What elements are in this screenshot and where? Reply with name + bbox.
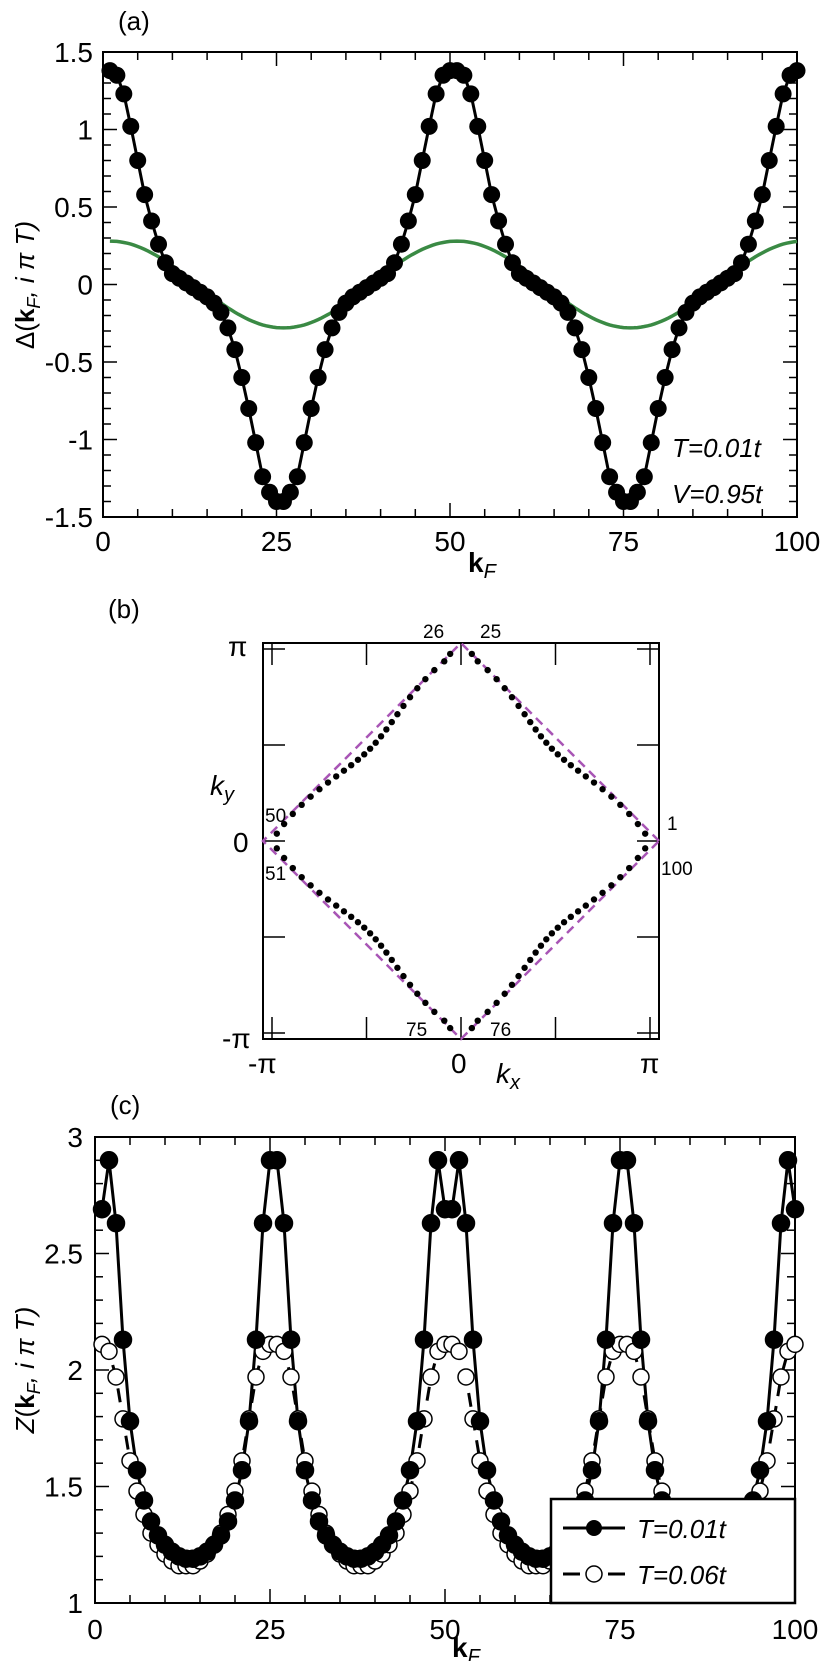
panel-c-tick-labels: 0 25 50 75 100 1 1.5 2 2.5 3: [44, 1122, 818, 1645]
legend-filled-circle-icon: [586, 1520, 602, 1536]
svg-text:75: 75: [604, 1614, 635, 1645]
panel-a-tick-labels: 0 25 50 75 100 -1.5 -1 -0.5 0 0.5 1 1.5: [45, 37, 821, 557]
svg-text:3: 3: [67, 1122, 83, 1153]
svg-text:25: 25: [480, 622, 501, 643]
panel-b-ytick-neg-pi: -π: [222, 1023, 251, 1054]
svg-text:25: 25: [261, 526, 292, 557]
svg-text:50: 50: [434, 526, 465, 557]
panel-c-x-axis-label: kF: [452, 1632, 482, 1661]
panel-b-xtick-zero: 0: [451, 1048, 467, 1079]
panel-b-xtick-pi: π: [640, 1048, 659, 1079]
svg-text:1: 1: [67, 1588, 83, 1619]
panel-a-x-axis-label: kF: [468, 547, 498, 583]
svg-text:-0.5: -0.5: [45, 347, 93, 378]
svg-text:1.5: 1.5: [54, 37, 93, 68]
panel-b-point-labels: 26 25 50 51 1 100 75 76: [265, 622, 693, 1041]
panel-b-x-axis-label: kx: [496, 1058, 521, 1094]
svg-text:0.5: 0.5: [54, 192, 93, 223]
svg-text:100: 100: [774, 526, 821, 557]
panel-b-xtick-neg-pi: -π: [248, 1048, 277, 1079]
svg-text:-1: -1: [68, 425, 93, 456]
legend-entry-t006: T=0.06t: [637, 1560, 728, 1590]
svg-text:0: 0: [77, 270, 93, 301]
svg-text:76: 76: [490, 1020, 511, 1041]
svg-text:51: 51: [265, 864, 286, 885]
svg-text:26: 26: [423, 622, 444, 643]
panel-b-axes-frame: [262, 642, 660, 1040]
annotation-coupling: V=0.95t: [672, 479, 764, 509]
legend-open-circle-icon: [585, 1565, 603, 1583]
panel-a-label: (a): [118, 6, 150, 36]
svg-text:75: 75: [406, 1020, 427, 1041]
svg-text:-1.5: -1.5: [45, 502, 93, 533]
panel-b-ticks: [263, 643, 659, 1039]
panel-a-y-axis-label: Δ(kF, i π T): [10, 221, 44, 349]
svg-text:75: 75: [608, 526, 639, 557]
panel-b-label: (b): [108, 594, 140, 624]
legend-entry-t001: T=0.01t: [637, 1514, 728, 1544]
panel-b-fermi-points: [273, 650, 649, 1032]
panel-b-ytick-pi: π: [228, 631, 247, 662]
svg-text:2: 2: [67, 1355, 83, 1386]
svg-text:2.5: 2.5: [44, 1239, 83, 1270]
svg-text:0: 0: [95, 526, 111, 557]
svg-text:100: 100: [661, 859, 693, 880]
panel-c-label: (c): [110, 1090, 140, 1120]
svg-text:100: 100: [772, 1614, 819, 1645]
svg-text:1.5: 1.5: [44, 1472, 83, 1503]
panel-a-data-markers: [101, 62, 806, 510]
panel-c-legend: T=0.01t T=0.06t: [549, 1497, 797, 1605]
panel-b-y-axis-label: ky: [210, 770, 235, 806]
panel-b-ytick-zero: 0: [233, 827, 249, 858]
svg-text:0: 0: [87, 1614, 103, 1645]
svg-text:50: 50: [429, 1614, 460, 1645]
panel-c-y-axis-label: Z(kF, i π T): [10, 1307, 44, 1435]
annotation-temperature: T=0.01t: [672, 433, 763, 463]
svg-text:1: 1: [77, 115, 93, 146]
panel-b-fermi-surface-chart: (b) 26 25 50 51 1 100 75 76 π 0 -π -π 0 …: [108, 594, 693, 1094]
svg-text:1: 1: [667, 814, 678, 835]
panel-a-gap-function-chart: (a) 0 25 50 75 100 -1.5 -1 -0.5 0 0.5 1 1.5 T=0.01t…: [10, 6, 820, 583]
svg-text:50: 50: [265, 806, 286, 827]
panel-b-brillouin-zone-boundary: [261, 641, 661, 1041]
svg-text:25: 25: [254, 1614, 285, 1645]
